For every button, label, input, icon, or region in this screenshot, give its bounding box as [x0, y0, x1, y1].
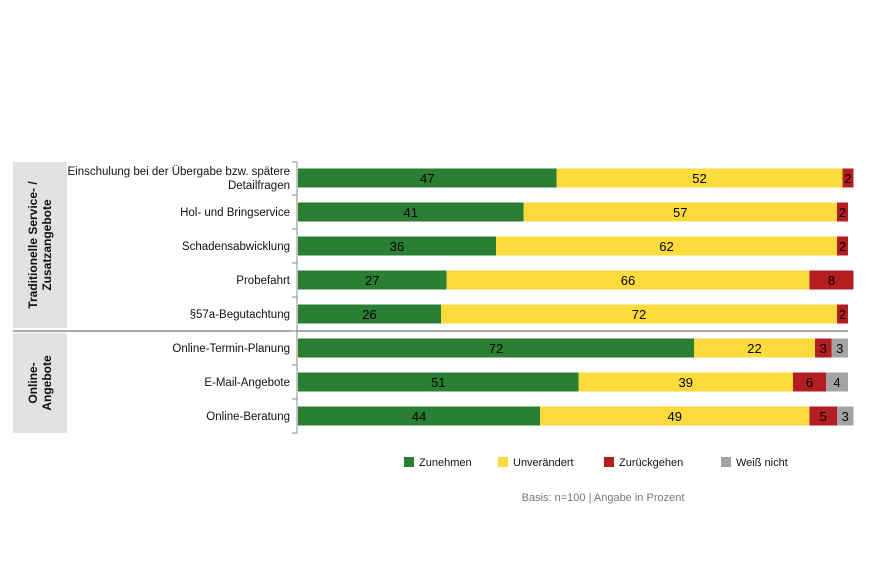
- category-label-line: §57a-Begutachtung: [190, 309, 290, 321]
- group-label: Online-Angebote: [26, 355, 54, 411]
- bar-segment: [694, 338, 815, 358]
- category-label: Probefahrt: [236, 275, 291, 287]
- bar-value-label: 8: [828, 273, 835, 288]
- bar-value-label: 62: [659, 239, 673, 254]
- group-panel: [13, 333, 67, 433]
- bar-segment: [815, 338, 832, 358]
- bar-segment: [298, 202, 524, 222]
- bar-segment: [831, 338, 848, 358]
- legend-swatch: [404, 457, 414, 467]
- bar-segment: [496, 236, 837, 256]
- category-label-line: Detailfragen: [228, 180, 290, 192]
- legend-swatch: [498, 457, 508, 467]
- bar-value-label: 66: [621, 273, 635, 288]
- bar-value-label: 3: [836, 341, 843, 356]
- bar-value-label: 72: [489, 341, 503, 356]
- bar-value-label: 44: [412, 409, 426, 424]
- bar-segment: [298, 168, 557, 188]
- bar-segment: [441, 304, 837, 324]
- category-label: Einschulung bei der Übergabe bzw. später…: [68, 166, 290, 192]
- bar-segment: [298, 270, 447, 290]
- bar-value-label: 41: [404, 205, 418, 220]
- bar-value-label: 2: [844, 171, 851, 186]
- bar-value-label: 49: [668, 409, 682, 424]
- bar-segment: [809, 270, 854, 290]
- group-label-line: Online-: [26, 362, 40, 403]
- group-panel: [13, 162, 67, 328]
- bar-value-label: 2: [839, 205, 846, 220]
- bar-value-label: 22: [747, 341, 761, 356]
- bar-value-label: 2: [839, 239, 846, 254]
- bar-value-label: 47: [420, 171, 434, 186]
- category-label: Schadensabwicklung: [182, 241, 290, 253]
- category-label: Online-Termin-Planung: [172, 343, 290, 355]
- bar-segment: [793, 372, 826, 392]
- category-label: E-Mail-Angebote: [204, 377, 290, 389]
- bar-value-label: 39: [679, 375, 693, 390]
- bar-segment: [842, 168, 854, 188]
- bar-segment: [826, 372, 848, 392]
- bar-value-label: 3: [842, 409, 849, 424]
- category-label-line: Probefahrt: [236, 275, 291, 287]
- bar-segment: [540, 406, 810, 426]
- category-label-line: Schadensabwicklung: [182, 241, 290, 253]
- bar-segment: [837, 406, 854, 426]
- bar-segment: [578, 372, 793, 392]
- bar-value-label: 6: [806, 375, 813, 390]
- basis-note: Basis: n=100 | Angabe in Prozent: [522, 492, 685, 504]
- bar-segment: [556, 168, 843, 188]
- legend-label: Zurückgehen: [619, 457, 683, 469]
- legend-label: Weiß nicht: [736, 457, 788, 469]
- bar-value-label: 57: [673, 205, 687, 220]
- bar-segment: [523, 202, 837, 222]
- bar-value-label: 36: [390, 239, 404, 254]
- bar-value-label: 26: [362, 307, 376, 322]
- category-label: Online-Beratung: [206, 411, 290, 423]
- legend-swatch: [721, 457, 731, 467]
- bar-value-label: 4: [833, 375, 840, 390]
- bar-segment: [298, 406, 540, 426]
- bar-value-label: 51: [431, 375, 445, 390]
- bar-value-label: 3: [820, 341, 827, 356]
- bar-value-label: 2: [839, 307, 846, 322]
- bar-segment: [298, 304, 441, 324]
- category-label-line: E-Mail-Angebote: [204, 377, 290, 389]
- bar-segment: [837, 304, 848, 324]
- bar-value-label: 72: [632, 307, 646, 322]
- bar-value-label: 27: [365, 273, 379, 288]
- group-label-line: Zusatzangebote: [40, 199, 54, 291]
- category-label-line: Hol- und Bringservice: [180, 207, 290, 219]
- bars-layer: 47 52 241 57 236 62 227 66 826 72 272 22 3 351 39 6 444 4…: [298, 168, 854, 426]
- legend-swatch: [604, 457, 614, 467]
- bar-segment: [298, 236, 496, 256]
- legend-label: Unverändert: [513, 457, 574, 469]
- bar-value-label: 52: [692, 171, 706, 186]
- category-label: Hol- und Bringservice: [180, 207, 290, 219]
- group-label-line: Traditionelle Service- /: [26, 181, 40, 309]
- category-label-line: Online-Termin-Planung: [172, 343, 290, 355]
- bar-segment: [837, 236, 848, 256]
- bar-segment: [298, 372, 579, 392]
- group-layer: Traditionelle Service- /Zusatzangebote On…: [13, 161, 848, 434]
- group-label-line: Angebote: [40, 355, 54, 411]
- bar-segment: [809, 406, 837, 426]
- legend-label: Zunehmen: [419, 457, 472, 469]
- bar-segment: [446, 270, 810, 290]
- bar-value-label: 5: [820, 409, 827, 424]
- bar-segment: [298, 338, 694, 358]
- group-label: Traditionelle Service- /Zusatzangebote: [26, 181, 54, 309]
- legend: Zunehmen Unverändert Zurückgehen Weiß nicht: [404, 457, 788, 469]
- bar-segment: [837, 202, 848, 222]
- category-labels: Einschulung bei der Übergabe bzw. später…: [68, 166, 291, 423]
- category-label-line: Online-Beratung: [206, 411, 290, 423]
- category-label: §57a-Begutachtung: [190, 309, 290, 321]
- category-label-line: Einschulung bei der Übergabe bzw. später…: [68, 166, 290, 178]
